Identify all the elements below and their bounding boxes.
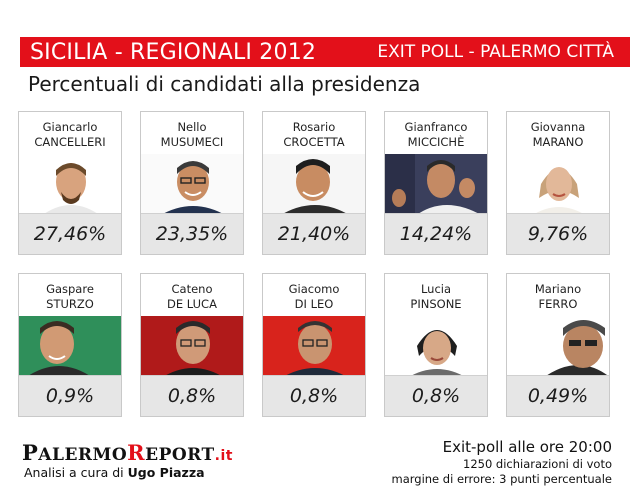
- candidate-percentage: 14,24%: [385, 213, 487, 254]
- candidate-first-name: Giacomo: [288, 282, 340, 296]
- candidate-percentage: 0,8%: [385, 375, 487, 416]
- exit-poll-info: Exit-poll alle ore 20:00 1250 dichiarazi…: [392, 438, 613, 487]
- header-title: SICILIA - REGIONALI 2012: [30, 39, 317, 65]
- candidate-last-name: DI LEO: [294, 297, 334, 311]
- candidate-last-name: MUSUMECI: [160, 135, 224, 149]
- candidate-last-name: MARANO: [532, 135, 584, 149]
- candidate-card: Giacomo DI LEO 0,8%: [262, 273, 366, 417]
- candidate-percentage: 0,8%: [141, 375, 243, 416]
- candidate-percentage: 21,40%: [263, 213, 365, 254]
- candidate-percentage: 0,9%: [19, 375, 121, 416]
- candidate-card: Gaspare STURZO 0,9%: [18, 273, 122, 417]
- candidate-photo: [141, 154, 243, 216]
- candidate-last-name: CANCELLERI: [34, 135, 106, 149]
- candidate-photo: [263, 316, 365, 378]
- candidate-percentage: 27,46%: [19, 213, 121, 254]
- candidate-first-name: Giovanna: [530, 120, 586, 134]
- candidate-first-name: Gaspare: [46, 282, 94, 296]
- page-subtitle: Percentuali di candidati alla presidenza: [28, 72, 421, 96]
- candidate-card: Giovanna MARANO 9,76%: [506, 111, 610, 255]
- candidate-last-name: STURZO: [46, 297, 94, 311]
- header-banner: SICILIA - REGIONALI 2012 EXIT POLL - PAL…: [20, 37, 630, 67]
- candidate-first-name: Mariano: [534, 282, 582, 296]
- candidate-card: Mariano FERRO 0,49%: [506, 273, 610, 417]
- exit-poll-time: Exit-poll alle ore 20:00: [442, 438, 612, 456]
- candidate-last-name: PINSONE: [410, 297, 462, 311]
- candidate-last-name: DE LUCA: [167, 297, 217, 311]
- candidate-percentage: 0,49%: [507, 375, 609, 416]
- exit-poll-margin: margine di errore: 3 punti percentuale: [391, 472, 613, 486]
- candidate-first-name: Rosario: [292, 120, 336, 134]
- candidate-card: Giancarlo CANCELLERI 27,46%: [18, 111, 122, 255]
- candidate-last-name: CROCETTA: [283, 135, 345, 149]
- candidate-first-name: Gianfranco: [404, 120, 468, 134]
- candidate-photo: [385, 316, 487, 378]
- candidate-card: Gianfranco MICCICHÈ 14,24%: [384, 111, 488, 255]
- candidate-percentage: 23,35%: [141, 213, 243, 254]
- candidate-first-name: Giancarlo: [42, 120, 98, 134]
- candidate-photo: [263, 154, 365, 216]
- candidate-card: Lucia PINSONE 0,8%: [384, 273, 488, 417]
- candidate-first-name: Lucia: [420, 282, 452, 296]
- header-exit-poll-label: EXIT POLL - PALERMO CITTÀ: [377, 42, 614, 62]
- candidate-photo: [507, 154, 609, 216]
- palermoreport-logo: PALERMOREPORT.it: [22, 440, 233, 465]
- candidate-photo: [19, 316, 121, 378]
- candidate-card: Cateno DE LUCA 0,8%: [140, 273, 244, 417]
- candidate-last-name: FERRO: [538, 297, 578, 311]
- candidate-card: Nello MUSUMECI 23,35%: [140, 111, 244, 255]
- candidate-photo: [385, 154, 487, 216]
- candidate-photo: [19, 154, 121, 216]
- analysis-author: Ugo Piazza: [127, 465, 205, 480]
- candidate-photo: [507, 316, 609, 378]
- candidate-card: Rosario CROCETTA 21,40%: [262, 111, 366, 255]
- candidate-first-name: Nello: [177, 120, 207, 134]
- candidate-last-name: MICCICHÈ: [407, 135, 465, 149]
- analysis-credit: Analisi a cura di Ugo Piazza: [24, 465, 205, 480]
- candidate-first-name: Cateno: [171, 282, 213, 296]
- candidate-percentage: 0,8%: [263, 375, 365, 416]
- candidate-percentage: 9,76%: [507, 213, 609, 254]
- candidate-photo: [141, 316, 243, 378]
- exit-poll-declarations: 1250 dichiarazioni di voto: [463, 457, 612, 471]
